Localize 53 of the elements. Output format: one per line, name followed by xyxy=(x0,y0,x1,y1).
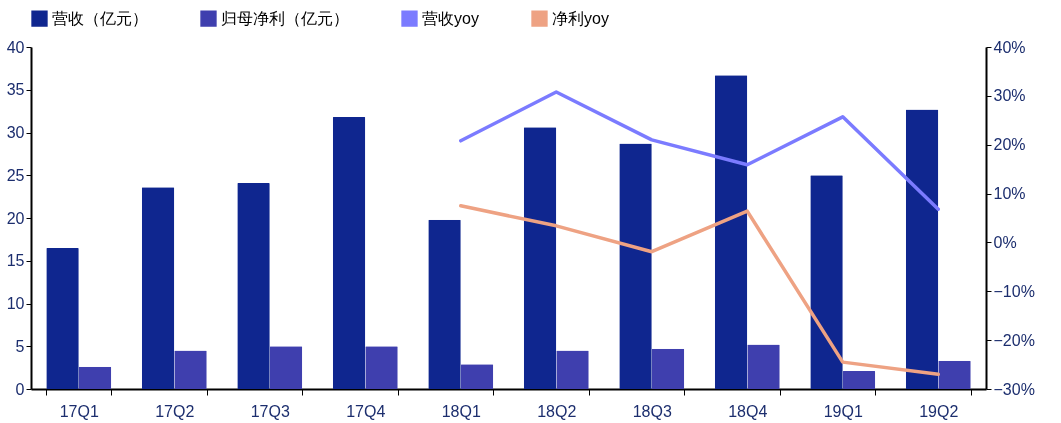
line-series xyxy=(459,90,940,211)
bar xyxy=(141,187,175,389)
x-tick-label: 17Q2 xyxy=(155,402,195,420)
y2-tick-label: 20% xyxy=(993,136,1026,154)
x-tick-label: 19Q2 xyxy=(919,402,959,420)
bar xyxy=(174,350,207,389)
y-tick-label: 40 xyxy=(6,38,25,56)
bar xyxy=(78,366,112,389)
x-tick-label: 18Q2 xyxy=(537,402,577,420)
x-tick-label: 17Q3 xyxy=(250,402,290,420)
y-tick-label: 25 xyxy=(6,166,25,184)
y2-tick-label: 10% xyxy=(993,185,1026,203)
legend-label: 净利yoy xyxy=(552,9,609,27)
bar xyxy=(938,360,971,389)
y2-tick-label: −30% xyxy=(993,380,1035,398)
x-tick-label: 18Q3 xyxy=(632,402,672,420)
legend-label: 营收yoy xyxy=(422,9,479,27)
bar xyxy=(365,346,398,389)
bar xyxy=(810,175,843,389)
y2-tick-label: −20% xyxy=(993,331,1035,349)
bar xyxy=(842,371,876,389)
y2-tick-label: 0% xyxy=(993,233,1017,251)
y2-tick-label: −10% xyxy=(993,282,1035,300)
y-tick-label: 10 xyxy=(6,295,25,312)
x-tick-label: 19Q1 xyxy=(823,402,863,420)
bar xyxy=(651,348,685,389)
y-tick-label: 30 xyxy=(6,124,25,141)
bar xyxy=(428,219,461,389)
bar xyxy=(269,346,303,389)
bar xyxy=(460,364,494,389)
bar xyxy=(556,350,589,389)
bar xyxy=(714,75,748,389)
x-tick-label: 18Q4 xyxy=(728,402,768,420)
y-tick-label: 20 xyxy=(6,209,25,227)
y2-tick-label: 30% xyxy=(993,87,1026,105)
bar xyxy=(46,247,79,389)
y-tick-label: 15 xyxy=(6,252,25,270)
legend-label: 归母净利（亿元） xyxy=(221,9,349,27)
y-tick-label: 5 xyxy=(15,337,25,355)
legend-label: 营收（亿元） xyxy=(52,9,148,27)
y-tick-label: 35 xyxy=(6,81,25,99)
line-series xyxy=(459,204,940,377)
y2-tick-label: 40% xyxy=(993,38,1026,56)
bar xyxy=(619,143,652,389)
x-tick-label: 17Q4 xyxy=(346,402,386,420)
bar xyxy=(237,182,270,389)
bar xyxy=(332,117,366,389)
y-tick-label: 0 xyxy=(15,380,25,398)
bar xyxy=(523,127,557,389)
bar xyxy=(747,344,780,389)
x-tick-label: 17Q1 xyxy=(59,402,99,420)
bar xyxy=(905,109,939,389)
x-tick-label: 18Q1 xyxy=(441,402,481,420)
